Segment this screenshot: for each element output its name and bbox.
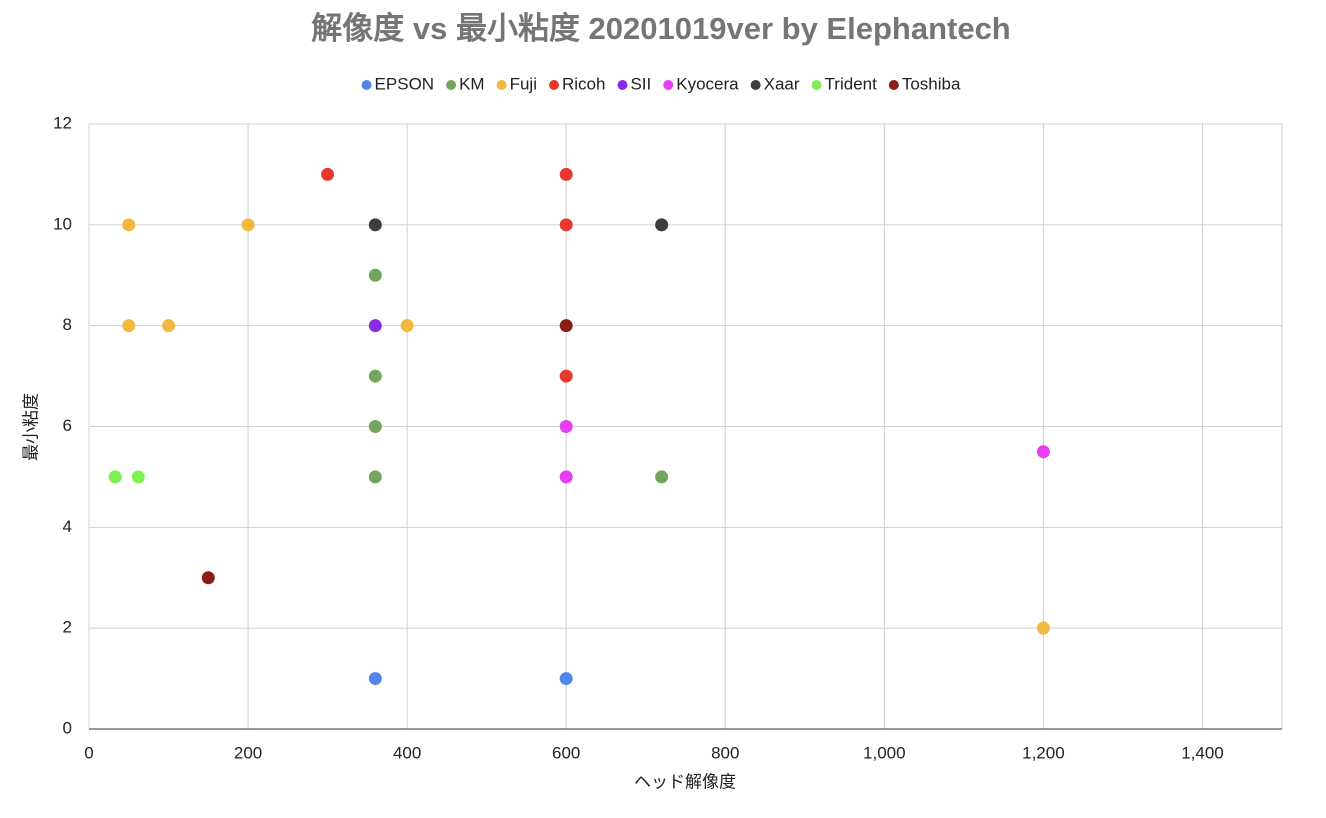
- legend-item: EPSON: [361, 74, 435, 93]
- legend-item: Ricoh: [548, 74, 605, 93]
- point: [368, 268, 382, 282]
- legend-label: Trident: [825, 74, 878, 93]
- legend: EPSON KM Fuji Ricoh SII Kyocera Xaar Trident Tos…: [361, 74, 961, 93]
- legend-marker: [750, 80, 761, 90]
- legend-marker: [888, 80, 899, 90]
- legend-marker: [811, 80, 822, 90]
- legend-label: SII: [630, 74, 651, 93]
- point: [559, 167, 573, 181]
- legend-label: Fuji: [510, 74, 537, 93]
- point: [1036, 621, 1050, 635]
- x-tick-label: 800: [711, 743, 739, 762]
- legend-label: Toshiba: [902, 74, 961, 93]
- point: [368, 369, 382, 383]
- legend-item: Toshiba: [888, 74, 961, 93]
- legend-label: Xaar: [764, 74, 800, 93]
- point: [559, 319, 573, 333]
- legend-label: KM: [459, 74, 485, 93]
- y-axis-title: 最小粘度: [21, 393, 40, 461]
- legend-marker: [548, 80, 559, 90]
- legend-label: Kyocera: [676, 74, 739, 93]
- legend-item: Fuji: [496, 74, 537, 93]
- legend-item: SII: [617, 74, 651, 93]
- x-tick-label: 1,400: [1181, 743, 1224, 762]
- point: [559, 369, 573, 383]
- point: [131, 470, 145, 484]
- x-tick-label: 0: [84, 743, 93, 762]
- y-tick-label: 0: [63, 718, 72, 737]
- legend-label: EPSON: [375, 74, 435, 93]
- point: [368, 218, 382, 232]
- x-axis-title: ヘッド解像度: [634, 772, 736, 791]
- point: [201, 571, 215, 585]
- point: [559, 420, 573, 433]
- y-tick-label: 12: [53, 113, 72, 132]
- legend-marker: [663, 80, 674, 90]
- point: [368, 470, 382, 484]
- legend-item: Trident: [811, 74, 878, 93]
- point: [559, 470, 573, 484]
- legend-marker: [361, 80, 372, 90]
- point: [108, 470, 122, 484]
- point: [321, 167, 335, 181]
- point: [122, 319, 136, 333]
- x-tick-label: 1,000: [863, 743, 906, 762]
- point: [655, 218, 669, 232]
- point: [559, 672, 573, 686]
- x-tick-label: 1,200: [1022, 743, 1065, 762]
- legend-item: Kyocera: [663, 74, 739, 93]
- point: [1036, 445, 1050, 459]
- point: [559, 218, 573, 232]
- y-tick-label: 10: [53, 214, 72, 233]
- legend-marker: [446, 80, 457, 90]
- legend-item: KM: [446, 74, 485, 93]
- legend-item: Xaar: [750, 74, 800, 93]
- point: [368, 672, 382, 686]
- point: [162, 319, 176, 333]
- chart-title: 解像度 vs 最小粘度 20201019ver by Elephantech: [311, 11, 1011, 46]
- y-tick-label: 6: [63, 416, 72, 435]
- point: [368, 319, 382, 333]
- legend-label: Ricoh: [562, 74, 605, 93]
- point: [400, 319, 414, 333]
- point: [655, 470, 669, 484]
- y-tick-label: 4: [63, 517, 72, 536]
- x-tick-label: 200: [234, 743, 262, 762]
- legend-marker: [617, 80, 628, 90]
- x-tick-label: 600: [552, 743, 580, 762]
- point: [122, 218, 136, 232]
- y-tick-label: 2: [63, 618, 72, 637]
- x-tick-label: 400: [393, 743, 421, 762]
- point: [368, 420, 382, 433]
- point: [241, 218, 255, 232]
- y-tick-label: 8: [63, 315, 72, 334]
- legend-marker: [496, 80, 507, 90]
